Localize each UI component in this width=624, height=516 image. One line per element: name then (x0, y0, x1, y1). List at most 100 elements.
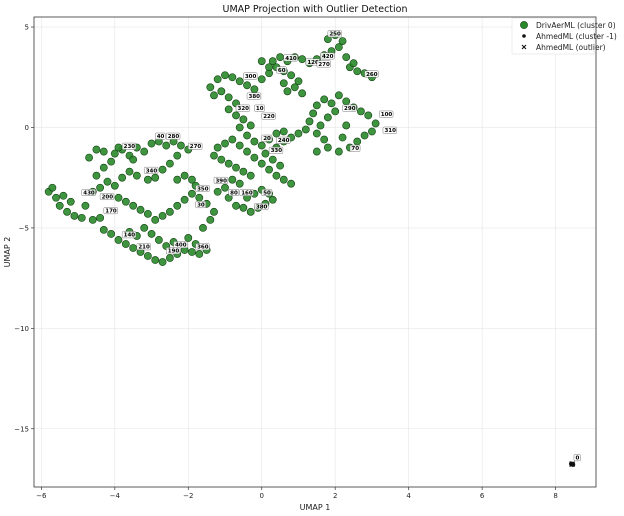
point-cluster0 (261, 149, 270, 158)
point-cluster0 (210, 151, 218, 160)
point-cluster0 (272, 129, 281, 138)
point-cluster0 (360, 131, 369, 140)
svg-text:300: 300 (245, 74, 257, 80)
point-cluster0 (265, 165, 273, 174)
point-cluster0 (235, 141, 244, 150)
annotation-label: 350 (195, 185, 210, 192)
legend-marker-cluster-minus1 (522, 34, 526, 38)
point-cluster0 (118, 173, 127, 182)
point-cluster0 (166, 159, 174, 168)
plot-area (34, 17, 596, 487)
point-cluster0 (158, 165, 167, 174)
annotation-label: 300 (243, 72, 258, 80)
point-cluster0 (279, 79, 288, 88)
point-cluster0 (312, 147, 321, 156)
point-cluster0 (63, 207, 71, 216)
point-cluster0 (103, 177, 112, 186)
annotation-label: 70 (349, 144, 361, 152)
point-cluster0 (224, 159, 233, 168)
annotation-label: 160 (239, 189, 254, 196)
svg-text:380: 380 (249, 94, 261, 100)
svg-text:190: 190 (168, 249, 180, 255)
annotation-label: 50 (261, 189, 273, 196)
svg-text:200: 200 (102, 194, 114, 200)
point-cluster0 (110, 181, 119, 190)
point-cluster0 (213, 75, 222, 84)
annotation-label: 20 (261, 134, 273, 142)
annotation-label: 210 (136, 243, 151, 251)
y-tick-label: 5 (25, 24, 29, 32)
x-tick-label: 8 (553, 492, 557, 500)
legend-label-outlier: AhmedML (outlier) (536, 43, 606, 52)
point-cluster0 (180, 195, 189, 204)
svg-text:400: 400 (175, 243, 187, 249)
x-tick-label: 6 (480, 492, 485, 500)
point-outlier (569, 461, 576, 468)
point-cluster0 (66, 197, 75, 206)
point-cluster0 (342, 121, 351, 130)
y-tick-label: −5 (19, 224, 29, 232)
point-cluster0 (342, 97, 351, 106)
point-cluster0 (298, 89, 307, 98)
point-cluster0 (151, 173, 160, 182)
svg-text:420: 420 (322, 54, 334, 60)
annotation-label: 290 (342, 104, 357, 112)
annotation-label: 240 (276, 136, 291, 144)
point-cluster0 (158, 211, 167, 220)
point-cluster0 (162, 141, 171, 150)
svg-text:330: 330 (271, 148, 283, 154)
point-cluster0 (173, 151, 182, 160)
point-cluster0 (239, 167, 248, 176)
annotation-label: 200 (99, 193, 115, 200)
y-tick-label: 0 (25, 124, 29, 132)
point-cluster0 (301, 125, 310, 134)
annotation-label: 430 (81, 189, 96, 196)
svg-text:100: 100 (381, 112, 393, 118)
annotation-label: 260 (364, 70, 379, 78)
point-cluster0 (228, 175, 237, 184)
point-cluster0 (246, 207, 255, 216)
point-cluster0 (279, 127, 288, 136)
point-cluster0 (228, 73, 237, 82)
point-cluster0 (239, 115, 248, 124)
point-cluster0 (353, 137, 362, 146)
point-cluster0 (364, 111, 373, 120)
point-cluster0 (239, 203, 248, 212)
point-cluster0 (99, 226, 108, 234)
point-cluster0 (147, 139, 156, 148)
point-cluster0 (298, 55, 307, 64)
point-cluster0 (177, 141, 185, 150)
point-cluster0 (257, 57, 266, 66)
svg-text:10: 10 (256, 106, 264, 112)
point-cluster0 (188, 175, 196, 184)
legend-label-cluster0: DrivAerML (cluster 0) (536, 21, 616, 30)
point-cluster0 (312, 129, 321, 138)
point-cluster0 (206, 83, 215, 92)
annotation-label: 170 (103, 207, 118, 214)
point-cluster0 (334, 91, 343, 100)
point-cluster0 (320, 95, 329, 104)
point-cluster0 (232, 163, 240, 172)
point-cluster0 (279, 175, 288, 184)
point-cluster0 (246, 121, 255, 130)
point-cluster0 (136, 205, 145, 214)
point-cluster0 (287, 71, 296, 80)
point-cluster0 (129, 201, 138, 210)
point-cluster0 (166, 254, 174, 262)
point-cluster0 (235, 123, 244, 132)
point-cluster0 (195, 250, 204, 258)
point-cluster0 (268, 195, 277, 204)
point-cluster0 (221, 71, 229, 80)
svg-text:160: 160 (241, 190, 253, 196)
legend-marker-outlier (521, 44, 527, 50)
svg-text:70: 70 (351, 146, 359, 152)
svg-text:320: 320 (238, 106, 250, 112)
point-cluster0 (228, 135, 237, 144)
point-cluster0 (235, 179, 244, 188)
legend: DrivAerML (cluster 0) AhmedML (cluster -… (511, 17, 617, 55)
chart-title: UMAP Projection with Outlier Detection (223, 4, 408, 15)
svg-text:390: 390 (215, 178, 227, 184)
point-cluster0 (243, 131, 251, 140)
x-tick-label: −2 (183, 492, 193, 500)
